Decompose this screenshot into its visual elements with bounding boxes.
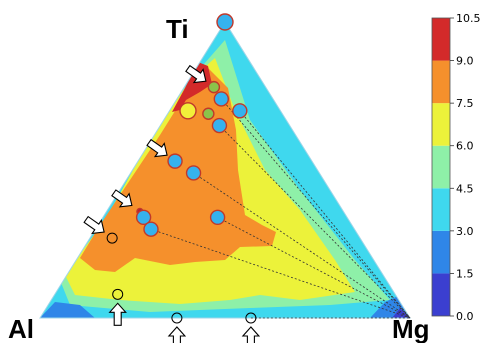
colorbar-band [432, 230, 450, 274]
colorbar-tick-label: 0.0 [456, 310, 474, 323]
colorbar-tick-label: 9.0 [456, 55, 474, 68]
annotation-arrow [241, 326, 261, 343]
annotation-arrow [108, 302, 127, 326]
colorbar-tick-label: 6.0 [456, 140, 474, 153]
colorbar-band [432, 145, 450, 189]
tie-line [217, 217, 411, 319]
ternary-triangle-outline [39, 21, 411, 319]
data-point [106, 232, 118, 244]
data-point [207, 80, 221, 94]
vertex-label-left: Al [8, 314, 34, 343]
data-points [106, 13, 257, 324]
data-point [213, 91, 230, 107]
data-point [209, 209, 226, 226]
colorbar-band [432, 273, 450, 316]
data-point [167, 153, 183, 169]
colorbar-band [432, 188, 450, 231]
annotation-arrow [146, 138, 168, 158]
region-orange [80, 65, 276, 272]
data-point [171, 312, 183, 324]
colorbar-tick-label: 3.0 [456, 225, 474, 238]
region-darkblue-mg [392, 308, 410, 318]
annotation-arrow [167, 326, 187, 343]
tie-line [193, 172, 411, 319]
data-point [185, 165, 202, 181]
data-point [232, 103, 248, 119]
colorbar-frame [431, 17, 451, 317]
region-blue-al [40, 302, 95, 318]
tie-line [220, 98, 411, 319]
colorbar-band [432, 60, 450, 104]
data-point [216, 13, 234, 31]
tie-lines [150, 98, 411, 319]
colorbar-band [432, 18, 450, 61]
data-point [112, 288, 124, 300]
tie-line [219, 125, 411, 319]
colorbar-band [432, 103, 450, 146]
colorbar: 0.0 1.5 3.0 4.5 6.0 7.5 9.0 10.5 [431, 12, 481, 323]
colorbar-tick-label: 1.5 [456, 267, 474, 280]
data-point [202, 107, 215, 120]
annotation-arrow [83, 215, 105, 235]
colorbar-tick-label: 10.5 [456, 12, 481, 25]
colorbar-tick-label: 4.5 [456, 182, 474, 195]
annotation-arrow [185, 64, 207, 84]
annotation-arrows [83, 64, 261, 343]
annotation-arrow [111, 189, 133, 208]
data-point [211, 117, 228, 134]
tie-line [150, 228, 411, 319]
vertex-label-right: Mg [392, 314, 430, 343]
contour-regions [40, 22, 410, 318]
data-point [245, 312, 257, 324]
data-point [179, 102, 197, 120]
colorbar-tick-label: 7.5 [456, 97, 474, 110]
vertex-label-top: Ti [166, 14, 189, 44]
data-point [135, 209, 152, 226]
data-point [143, 221, 159, 237]
tie-line [239, 110, 411, 319]
